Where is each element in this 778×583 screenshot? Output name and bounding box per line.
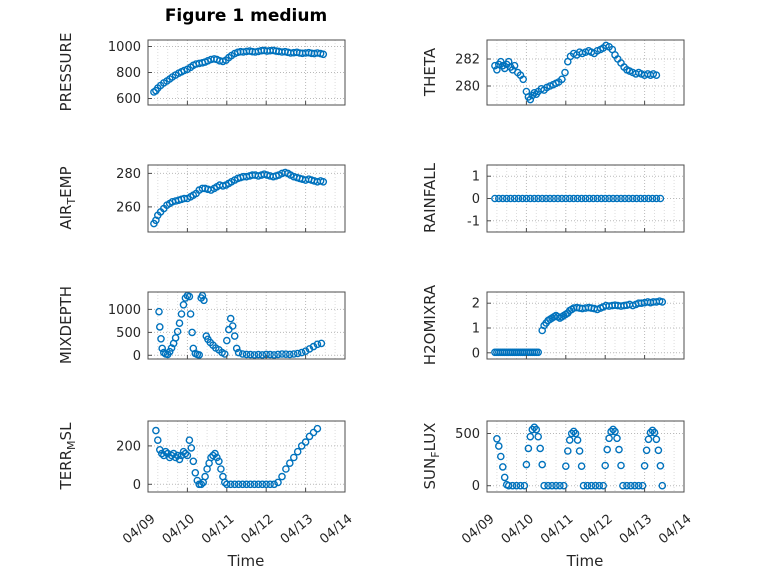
xlabel-time-right: Time (566, 552, 604, 570)
svg-text:-1: -1 (467, 214, 480, 229)
svg-text:280: 280 (455, 80, 480, 95)
terrmsl-xtick-labels: 04/09 04/10 04/11 04/12 04/13 04/14 (120, 512, 355, 548)
pressure-grid (147, 40, 346, 105)
svg-text:800: 800 (116, 66, 141, 81)
theta-axes-box (486, 39, 685, 106)
svg-text:04/12: 04/12 (577, 512, 615, 548)
svg-text:282: 282 (455, 53, 480, 68)
mixdepth-axes-box (147, 291, 346, 360)
h2omixra-markers (491, 297, 667, 357)
svg-text:04/13: 04/13 (617, 512, 655, 548)
plot-airtemp: 260 280 (116, 164, 346, 233)
theta-tick-marks (486, 58, 685, 105)
svg-text:600: 600 (116, 92, 141, 107)
figure-title: Figure 1 medium (164, 6, 328, 26)
ylabel-sunflux: SUNFLUX (420, 346, 442, 566)
svg-text:0: 0 (133, 349, 141, 364)
plot-mixdepth: 0 500 1000 (108, 291, 346, 364)
mixdepth-ytick-labels: 0 500 1000 (108, 303, 141, 364)
svg-text:200: 200 (116, 439, 141, 454)
sunflux-xtick-labels: 04/09 04/10 04/11 04/12 04/13 04/14 (459, 512, 694, 548)
svg-text:260: 260 (116, 200, 141, 215)
svg-text:0: 0 (133, 478, 141, 493)
terrmsl-tick-marks (147, 445, 346, 492)
svg-text:1000: 1000 (108, 40, 141, 55)
mixdepth-tick-marks (147, 308, 346, 359)
rainfall-ytick-labels: -1 0 1 (467, 170, 480, 230)
plot-h2omixra: 0 1 2 (472, 291, 685, 362)
h2omixra-ytick-labels: 0 1 2 (472, 297, 480, 362)
terrmsl-markers (152, 424, 322, 489)
ylabel-sub: M (65, 440, 78, 450)
xlabel-time-left: Time (227, 552, 265, 570)
svg-text:2: 2 (472, 297, 480, 312)
ylabel-text: SUN (421, 457, 439, 490)
pressure-ytick-labels: 600 800 1000 (108, 40, 141, 107)
ylabel-text: EMP (57, 166, 75, 198)
svg-text:04/11: 04/11 (199, 512, 237, 548)
h2omixra-axes-box (486, 291, 685, 360)
terrmsl-ytick-labels: 0 200 (116, 439, 141, 492)
plot-sunflux: 0 500 04/09 04/10 04/11 04/12 04/13 04/14 (455, 420, 695, 548)
mixdepth-markers (155, 291, 326, 359)
svg-text:1: 1 (472, 322, 480, 337)
rainfall-markers (491, 194, 665, 203)
svg-text:1: 1 (472, 170, 480, 185)
svg-text:04/10: 04/10 (499, 512, 537, 548)
svg-text:04/10: 04/10 (160, 512, 198, 548)
ylabel-terrmsl: TERRMSL (56, 346, 78, 566)
svg-text:04/12: 04/12 (238, 512, 276, 548)
sunflux-axes-box (486, 420, 685, 493)
sunflux-grid (486, 421, 685, 492)
plot-rainfall: -1 0 1 (467, 164, 685, 233)
pressure-tick-marks (147, 46, 346, 105)
sunflux-markers (493, 423, 667, 490)
svg-text:04/14: 04/14 (656, 512, 694, 548)
pressure-markers (150, 46, 328, 96)
theta-markers (491, 41, 661, 104)
plot-theta: 280 282 (455, 39, 685, 106)
svg-text:04/13: 04/13 (278, 512, 316, 548)
ylabel-sub: F (429, 451, 442, 458)
sunflux-tick-marks (486, 433, 685, 492)
airtemp-axes-box (147, 164, 346, 233)
svg-text:500: 500 (116, 326, 141, 341)
svg-text:04/09: 04/09 (459, 512, 497, 548)
ylabel-sub: T (65, 197, 78, 205)
theta-ytick-labels: 280 282 (455, 53, 480, 95)
airtemp-ytick-labels: 260 280 (116, 167, 141, 216)
plot-pressure: 600 800 1000 (108, 39, 346, 107)
svg-text:0: 0 (472, 192, 480, 207)
h2omixra-tick-marks (486, 302, 685, 359)
plot-terrmsl: 0 200 04/09 04/10 04/11 04/12 04/13 04/14 (116, 420, 356, 548)
sunflux-ytick-labels: 0 500 (455, 427, 480, 494)
ylabel-text: SL (57, 422, 75, 441)
svg-text:1000: 1000 (108, 303, 141, 318)
ylabel-text: TERR (57, 449, 75, 490)
svg-text:0: 0 (472, 479, 480, 494)
svg-text:280: 280 (116, 167, 141, 182)
svg-text:04/11: 04/11 (538, 512, 576, 548)
rainfall-grid (486, 165, 685, 232)
ylabel-text: LUX (421, 422, 439, 452)
svg-text:500: 500 (455, 427, 480, 442)
terrmsl-axes-box (147, 420, 346, 493)
rainfall-tick-marks (486, 175, 685, 232)
svg-text:04/09: 04/09 (120, 512, 158, 548)
svg-text:04/14: 04/14 (317, 512, 355, 548)
airtemp-tick-marks (147, 172, 346, 232)
airtemp-markers (150, 168, 328, 228)
svg-text:0: 0 (472, 346, 480, 361)
